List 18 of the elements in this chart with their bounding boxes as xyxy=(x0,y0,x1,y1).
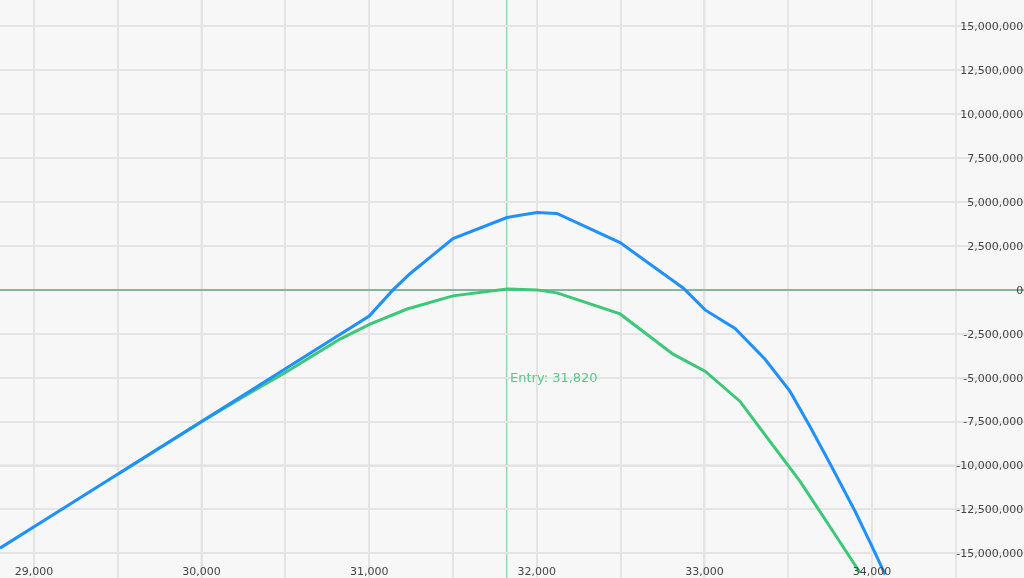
y-tick-label: -5,000,000 xyxy=(963,371,1024,385)
y-tick-label: 12,500,000 xyxy=(960,64,1024,78)
y-tick-label: 7,500,000 xyxy=(967,151,1024,165)
x-tick-label: 32,000 xyxy=(517,565,557,578)
y-tick-label: 10,000,000 xyxy=(960,108,1024,122)
y-tick-label: 5,000,000 xyxy=(967,195,1024,209)
y-tick-label: -10,000,000 xyxy=(956,459,1024,473)
y-tick-label: -7,500,000 xyxy=(963,415,1024,429)
y-tick-label: -2,500,000 xyxy=(963,327,1024,341)
x-tick-label: 30,000 xyxy=(182,565,221,578)
x-tick-label: 31,000 xyxy=(349,565,389,578)
y-tick-label: -12,500,000 xyxy=(956,503,1024,517)
ref-line-label: Entry: 31,820 xyxy=(510,370,598,385)
y-tick-label: 2,500,000 xyxy=(967,239,1024,253)
x-tick-label: 33,000 xyxy=(685,565,724,578)
y-tick-label: -15,000,000 xyxy=(956,547,1024,561)
x-tick-label: 29,000 xyxy=(14,565,54,578)
y-tick-label: 15,000,000 xyxy=(960,20,1024,34)
